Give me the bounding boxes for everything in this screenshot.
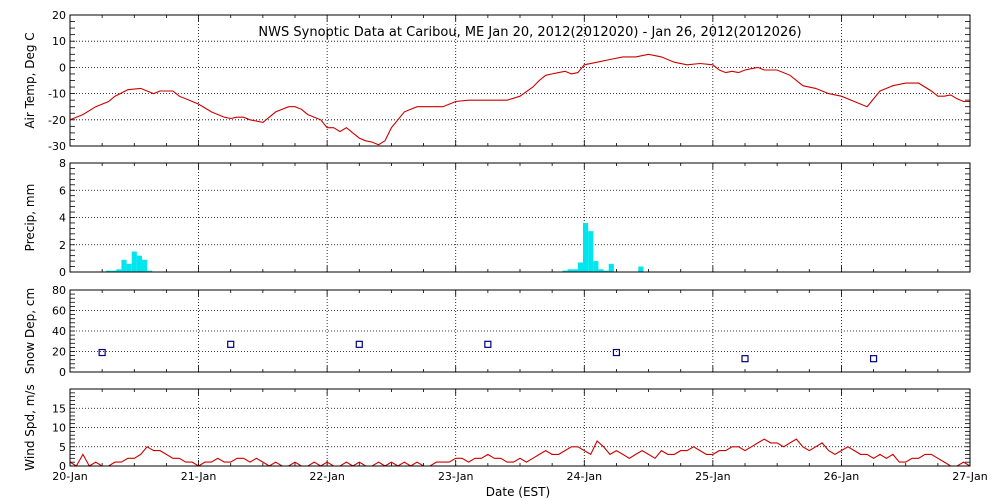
- precip-bar: [147, 270, 153, 272]
- y-tick-label: 6: [59, 184, 66, 197]
- snow-depth-point: [98, 348, 106, 357]
- precip-bar: [608, 263, 614, 272]
- panel-frame: [69, 388, 971, 467]
- precip-bar: [136, 255, 142, 272]
- y-axis-label: Snow Dep, cm: [23, 288, 37, 374]
- y-axis-label: Precip, mm: [23, 184, 37, 252]
- precip-bar: [121, 259, 127, 272]
- x-tick-label: 27-Jan: [952, 470, 988, 483]
- panel-frame: [69, 289, 971, 373]
- x-tick-label: 21-Jan: [181, 470, 217, 483]
- y-axis-label: Air Temp, Deg C: [23, 32, 37, 128]
- x-tick-label: 25-Jan: [695, 470, 731, 483]
- snow-depth-point: [355, 340, 363, 348]
- y-tick-label: 2: [59, 239, 66, 252]
- precip-bar: [142, 259, 148, 272]
- precip-bar: [603, 270, 609, 272]
- y-tick-label: 0: [59, 460, 66, 473]
- x-tick-label: 26-Jan: [824, 470, 860, 483]
- panel-frame: [69, 162, 971, 273]
- y-tick-label: 10: [52, 422, 66, 435]
- x-axis-label: Date (EST): [486, 485, 550, 499]
- panel-4: 15 10 5 0 Wind Spd, m/s: [23, 384, 971, 473]
- precip-bar: [562, 270, 568, 272]
- x-tick-label: 24-Jan: [567, 470, 603, 483]
- y-tick-label: 5: [59, 441, 66, 454]
- precip-bar: [106, 270, 112, 272]
- y-tick-label: 0: [59, 266, 66, 279]
- panel-frame: [69, 14, 971, 147]
- snow-depth-point: [612, 348, 621, 357]
- precip-bar: [593, 261, 599, 272]
- y-tick-label: -10: [48, 88, 66, 101]
- precip-bar: [567, 269, 573, 272]
- y-tick-label: 15: [52, 402, 66, 415]
- precip-bar: [638, 266, 644, 272]
- precip-bar: [577, 262, 583, 272]
- precip-bar: [111, 270, 117, 272]
- y-tick-label: 80: [52, 284, 66, 297]
- x-tick-label: 22-Jan: [309, 470, 345, 483]
- x-tick-label: 20-Jan: [52, 470, 88, 483]
- y-tick-label: 40: [52, 325, 66, 338]
- precip-bar: [116, 269, 122, 272]
- precip-bar: [588, 231, 594, 272]
- panel-3: 80 60 40 20 0 Snow Dep, cm: [23, 284, 971, 379]
- series-line: [69, 53, 970, 146]
- snow-depth-point: [227, 340, 235, 348]
- snow-depth-point: [869, 355, 878, 363]
- panel-1: 20 10 0 -10 -20 -30 Air Temp, Deg C: [23, 9, 971, 153]
- panel-2: 8 6 4 2 0 Precip, mm: [23, 157, 971, 279]
- y-tick-label: 8: [59, 157, 66, 170]
- precip-bar: [126, 263, 132, 272]
- snow-depth-point: [741, 355, 749, 363]
- y-tick-label: 20: [52, 346, 66, 359]
- precip-bar: [598, 269, 604, 272]
- y-tick-label: 10: [52, 35, 66, 48]
- y-tick-label: 0: [59, 366, 66, 379]
- y-tick-label: 60: [52, 305, 66, 318]
- series-line: [69, 438, 971, 467]
- x-tick-label: 23-Jan: [438, 470, 474, 483]
- chart-title: NWS Synoptic Data at Caribou, ME Jan 20,…: [258, 25, 801, 40]
- y-tick-label: 20: [52, 9, 66, 22]
- precip-bar: [583, 222, 589, 272]
- y-tick-label: 4: [59, 212, 66, 225]
- y-tick-label: -30: [48, 140, 66, 153]
- y-tick-label: -20: [48, 114, 66, 127]
- precip-bar: [131, 251, 137, 272]
- precip-bar: [572, 269, 578, 272]
- y-tick-label: 0: [59, 61, 66, 74]
- y-axis-label: Wind Spd, m/s: [23, 384, 37, 470]
- snow-depth-point: [484, 340, 492, 348]
